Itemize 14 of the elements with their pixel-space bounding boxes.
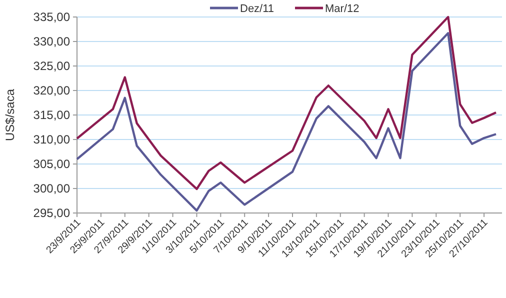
legend-label: Dez/11 [240, 2, 274, 15]
line-series [76, 16, 498, 190]
y-tick-label: 300,00 [33, 182, 70, 196]
y-tick-label: 335,00 [33, 10, 70, 24]
y-tick-label: 325,00 [33, 59, 70, 74]
line-series [76, 32, 498, 212]
y-tick-label: 315,00 [33, 108, 70, 122]
y-tick-label: 330,00 [33, 34, 70, 49]
y-tick-label: 320,00 [33, 84, 70, 98]
y-tick-label: 305,00 [33, 157, 70, 172]
y-tick-label: 295,00 [33, 206, 70, 220]
y-axis-title: US$/saca [3, 88, 17, 142]
y-tick-label: 310,00 [33, 132, 70, 147]
legend-label: Mar/12 [325, 2, 360, 15]
